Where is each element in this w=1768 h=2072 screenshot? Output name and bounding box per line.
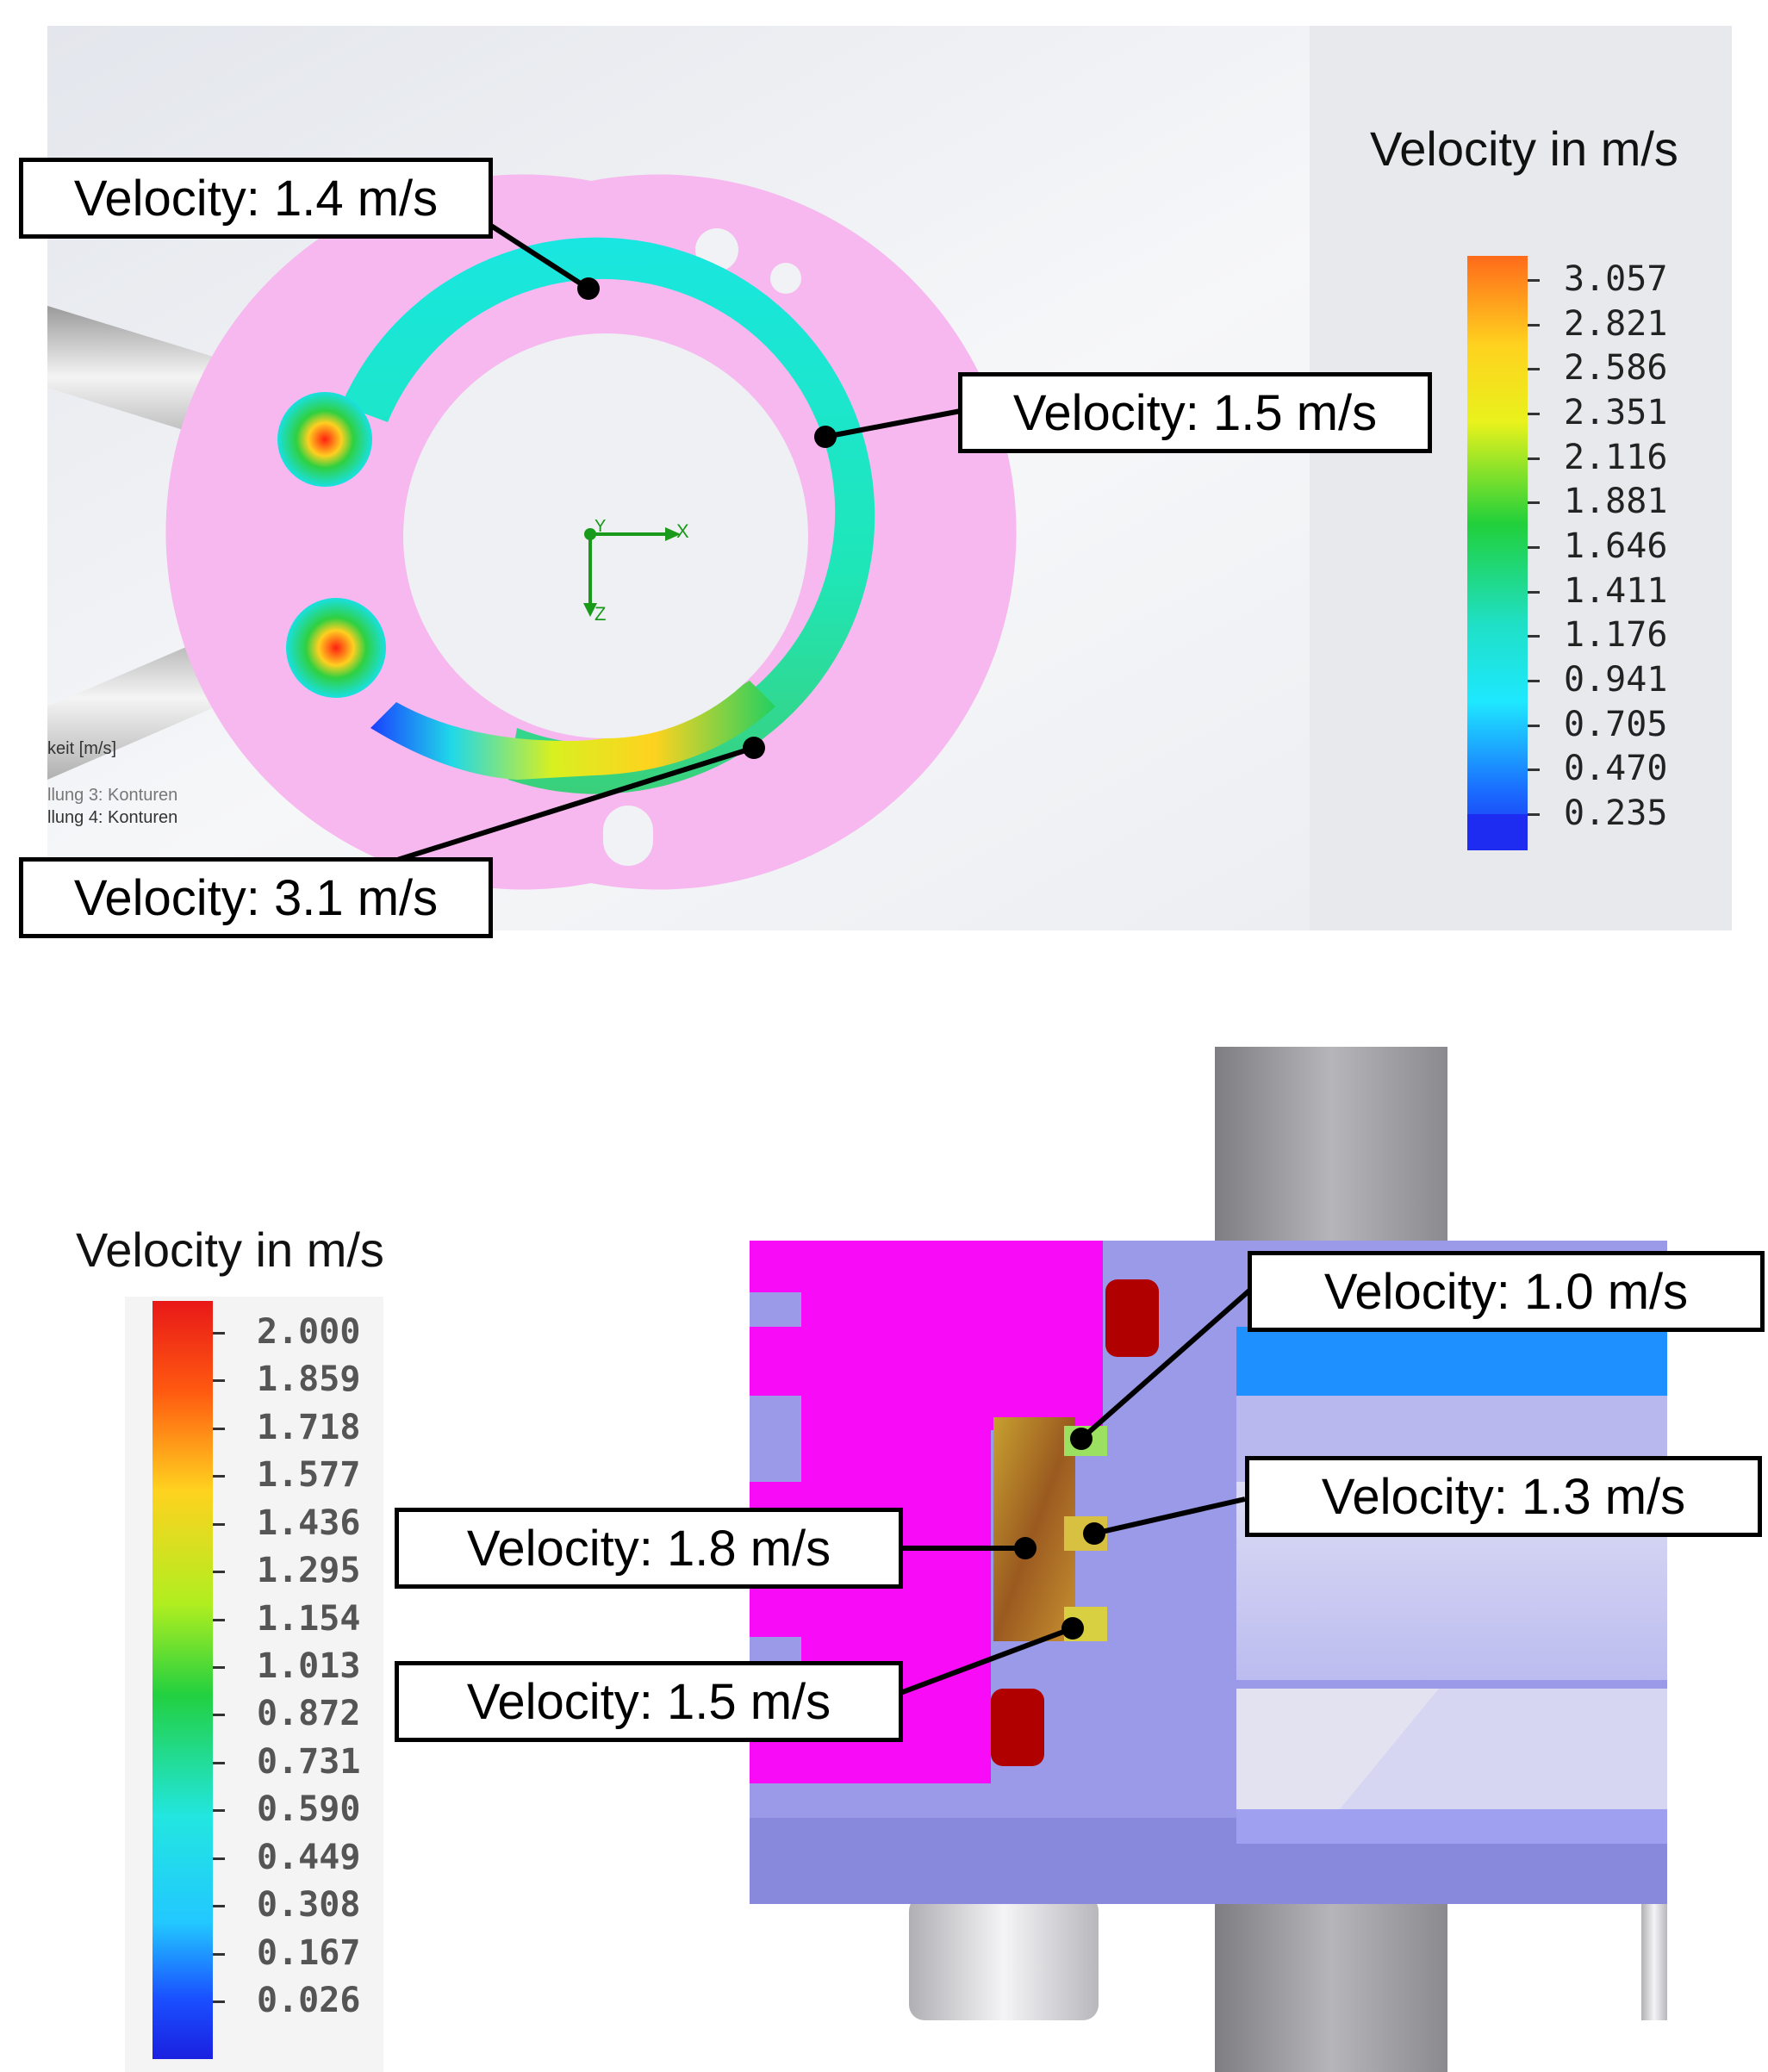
coordinate-triad: [583, 527, 681, 617]
legend-tickmark: [213, 1809, 225, 1813]
legend-tick-label: 0.590: [257, 1789, 361, 1830]
legend-tickmark: [213, 1571, 225, 1574]
callout-velocity-1-5-gap: Velocity: 1.5 m/s: [395, 1661, 903, 1742]
legend-tick-label: 0.872: [257, 1694, 361, 1734]
legend-tick-label: 1.718: [257, 1407, 361, 1447]
legend-tick-label: 1.176: [1564, 615, 1668, 656]
legend-tickmark: [213, 1427, 225, 1430]
probe-point: [1083, 1522, 1105, 1545]
colorbar-bottom: [153, 1301, 213, 2059]
legend-tickmark: [213, 1332, 225, 1335]
legend-tickmark: [213, 1522, 225, 1526]
colorbar-top-min: [1467, 814, 1528, 849]
legend-tickmark: [1528, 635, 1540, 638]
blue-ring-channel: [1236, 1327, 1667, 1396]
legend-tick-label: 1.646: [1564, 526, 1668, 566]
bolt-hole: [770, 263, 801, 294]
axis-x-label: X: [676, 520, 689, 542]
legend-tick-label: 0.705: [1564, 704, 1668, 744]
legend-tickmark: [1528, 813, 1540, 816]
probe-point: [577, 277, 600, 300]
axis-z-label: Z: [595, 603, 607, 625]
legend-tick-label: 2.351: [1564, 393, 1668, 432]
software-plot-label: llung 3: Konturen: [47, 786, 178, 805]
legend-tick-label: 2.821: [1564, 303, 1668, 344]
legend-tick-label: 0.167: [257, 1932, 361, 1973]
magenta-rotor: [750, 1241, 1103, 1783]
legend-tickmark: [1528, 546, 1540, 549]
foot-right: [1641, 1895, 1667, 2020]
flow-gap: [993, 1417, 1075, 1641]
legend-tickmark: [1528, 590, 1540, 594]
legend-tickmark: [213, 1857, 225, 1860]
legend-tickmark: [1528, 279, 1540, 282]
legend-tick-label: 0.449: [257, 1837, 361, 1877]
probe-point: [1061, 1617, 1084, 1640]
legend-tick-label: 0.026: [257, 1981, 361, 2020]
legend-tick-label: 1.859: [257, 1360, 361, 1400]
software-unit-label: keit [m/s]: [47, 739, 117, 758]
legend-title-bottom: Velocity in m/s: [76, 1223, 384, 1277]
foot-left: [909, 1895, 1099, 2020]
legend-tick-label: 0.235: [1564, 793, 1668, 833]
legend-tickmark: [1528, 413, 1540, 415]
callout-velocity-1-3: Velocity: 1.3 m/s: [1245, 1456, 1762, 1537]
legend-tickmark: [213, 1952, 225, 1956]
axis-y-label: Y: [595, 517, 607, 536]
legend-tick-label: 1.013: [257, 1646, 361, 1686]
legend-tickmark: [1528, 501, 1540, 505]
legend-tickmark: [213, 1761, 225, 1764]
callout-velocity-1-4: Velocity: 1.4 m/s: [19, 158, 493, 239]
legend-title-top: Velocity in m/s: [1370, 121, 1678, 176]
legend-tickmark: [213, 1905, 225, 1908]
legend-tickmark: [1528, 680, 1540, 682]
legend-tick-label: 1.881: [1564, 482, 1668, 522]
legend-tick-label: 1.295: [257, 1551, 361, 1591]
legend-tickmark: [213, 2000, 225, 2003]
probe-point: [743, 737, 765, 759]
legend-tickmark: [213, 1618, 225, 1621]
callout-leaders-bottom: [899, 1288, 1251, 1696]
inner-ring-lower: [1236, 1809, 1667, 1844]
seal-upper: [1105, 1279, 1159, 1357]
legend-tickmark: [213, 1666, 225, 1669]
legend-tickmark: [213, 1475, 225, 1478]
legend-tick-label: 1.577: [257, 1455, 361, 1496]
callout-velocity-1-0: Velocity: 1.0 m/s: [1248, 1251, 1765, 1332]
software-plot-label: llung 4: Konturen: [47, 808, 178, 827]
probe-point: [814, 426, 837, 448]
legend-tick-label: 3.057: [1564, 259, 1668, 299]
legend-tick-label: 1.436: [257, 1503, 361, 1543]
seal-lower: [991, 1689, 1044, 1766]
inner-cone: [1340, 1689, 1667, 1809]
slot-hole: [603, 806, 653, 866]
flow-channel-ring: [277, 237, 875, 794]
callout-leaders: [391, 223, 962, 864]
legend-tickmark: [1528, 457, 1540, 460]
legend-tick-label: 2.586: [1564, 348, 1668, 389]
callout-velocity-1-5: Velocity: 1.5 m/s: [958, 372, 1432, 453]
legend-tickmark: [213, 1379, 225, 1383]
legend-tick-label: 1.154: [257, 1598, 361, 1639]
probe-point: [1070, 1428, 1093, 1450]
legend-tick-label: 0.308: [257, 1885, 361, 1926]
legend-tick-label: 0.941: [1564, 660, 1668, 700]
probe-point: [1014, 1537, 1037, 1559]
legend-tick-label: 0.470: [1564, 749, 1668, 789]
colorbar-top: [1467, 256, 1528, 850]
legend-tickmark: [213, 1714, 225, 1717]
legend-tick-label: 2.000: [257, 1312, 361, 1352]
legend-tickmark: [1528, 768, 1540, 772]
legend-tickmark: [1528, 368, 1540, 371]
top-panel-graphic: [47, 26, 1732, 930]
legend-tick-label: 1.411: [1564, 570, 1668, 611]
legend-tick-label: 0.731: [257, 1741, 361, 1782]
legend-tickmark: [1528, 323, 1540, 327]
legend-tickmark: [1528, 724, 1540, 727]
legend-tick-label: 2.116: [1564, 437, 1668, 477]
callout-velocity-3-1: Velocity: 3.1 m/s: [19, 857, 493, 938]
callout-velocity-1-8: Velocity: 1.8 m/s: [395, 1508, 903, 1589]
